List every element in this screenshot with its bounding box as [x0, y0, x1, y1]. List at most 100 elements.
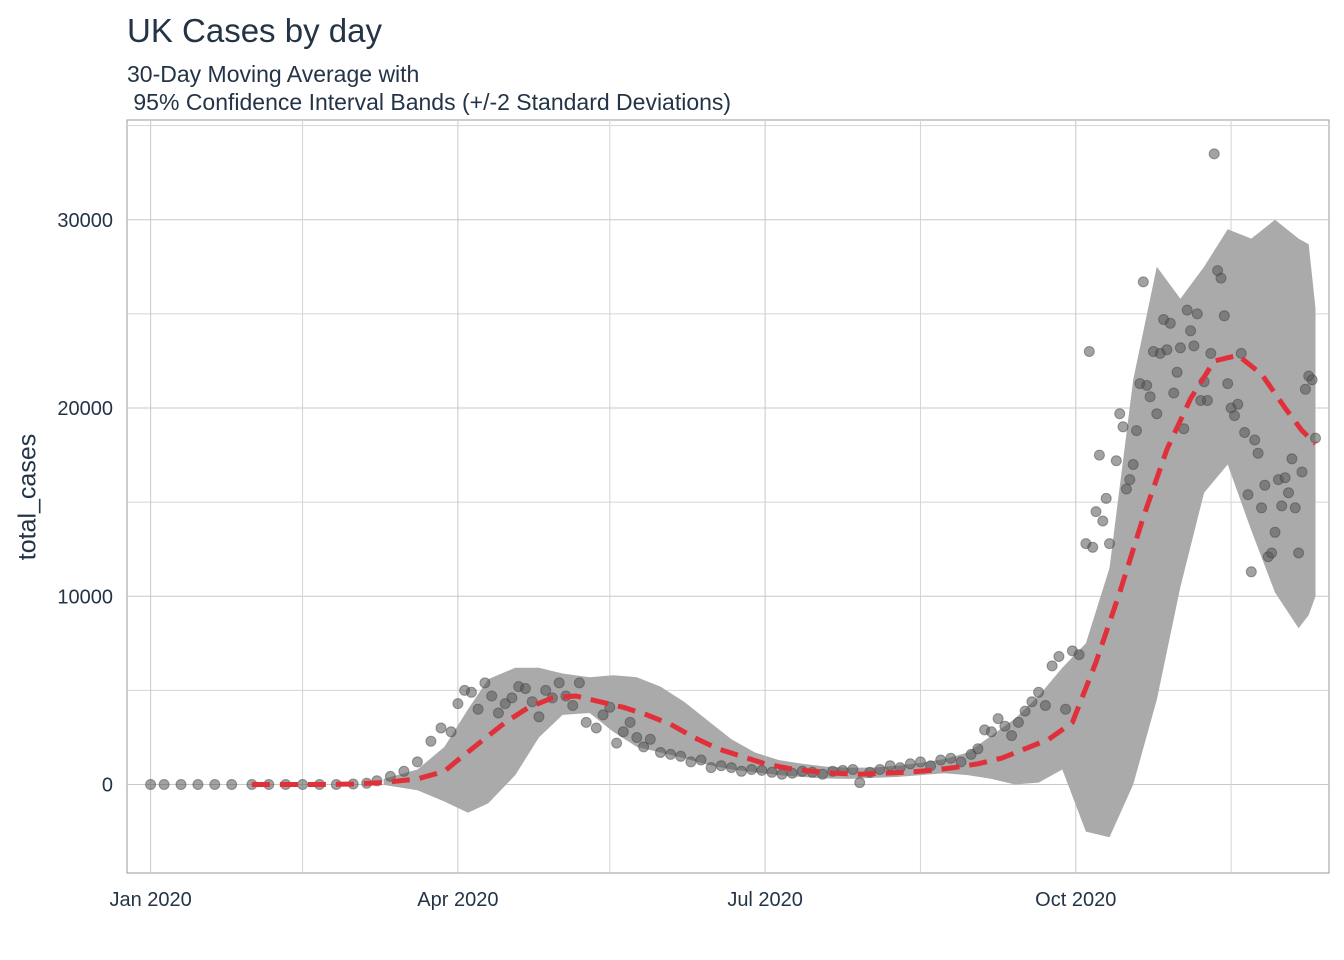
- data-point: [384, 770, 396, 782]
- data-point: [1208, 148, 1220, 160]
- data-point: [175, 779, 187, 790]
- data-point: [486, 690, 498, 702]
- data-point: [1161, 344, 1173, 356]
- confidence-band-layer: [383, 219, 1316, 838]
- confidence-band: [383, 219, 1316, 838]
- data-point: [904, 758, 916, 770]
- x-tick-label: Jul 2020: [727, 889, 803, 911]
- data-point: [492, 707, 504, 719]
- data-point: [1168, 387, 1180, 399]
- data-point: [209, 779, 221, 790]
- data-point: [411, 756, 423, 768]
- data-point: [1090, 506, 1102, 518]
- data-point: [746, 764, 758, 775]
- data-point: [766, 766, 778, 778]
- data-point: [1289, 502, 1301, 514]
- data-point: [1097, 515, 1109, 527]
- data-point: [1093, 449, 1105, 461]
- data-point: [158, 779, 170, 790]
- data-point: [1215, 272, 1227, 284]
- x-tick-label: Oct 2020: [1035, 889, 1116, 911]
- data-point: [1104, 538, 1115, 550]
- data-point: [675, 750, 687, 762]
- data-point: [624, 716, 636, 728]
- data-point: [1218, 310, 1230, 322]
- data-point: [192, 779, 204, 790]
- data-point: [1293, 547, 1305, 559]
- data-point: [506, 692, 518, 704]
- data-point: [1174, 342, 1186, 354]
- data-point: [1171, 366, 1183, 378]
- data-point: [695, 754, 707, 766]
- x-tick-label: Apr 2020: [417, 889, 498, 911]
- data-point: [435, 722, 447, 734]
- data-point: [655, 747, 666, 758]
- data-point: [519, 683, 531, 694]
- data-point: [985, 726, 997, 738]
- data-point: [1245, 566, 1257, 578]
- data-point: [1060, 703, 1072, 715]
- data-point: [1229, 410, 1240, 422]
- data-point: [884, 760, 896, 772]
- data-point: [1239, 427, 1251, 438]
- data-point: [425, 735, 437, 747]
- data-point: [1083, 346, 1095, 357]
- data-point: [756, 764, 768, 776]
- data-point: [992, 713, 1004, 725]
- data-point: [145, 779, 157, 790]
- data-point: [1141, 379, 1153, 391]
- data-point: [705, 762, 717, 774]
- data-point: [553, 677, 565, 689]
- data-point: [1117, 421, 1129, 433]
- chart-title: UK Cases by day: [127, 12, 382, 49]
- data-point: [1164, 317, 1176, 329]
- data-point: [526, 696, 538, 708]
- data-point: [685, 756, 697, 768]
- data-point: [617, 726, 629, 738]
- data-point: [1191, 308, 1203, 320]
- y-tick-label: 0: [102, 775, 113, 797]
- data-point: [736, 765, 747, 777]
- data-point: [854, 777, 866, 789]
- data-point: [1124, 474, 1136, 486]
- chart-subtitle: 30-Day Moving Average with 95% Confidenc…: [127, 61, 732, 115]
- data-point: [533, 711, 545, 723]
- data-point: [1127, 459, 1139, 470]
- data-point: [715, 760, 727, 772]
- data-point: [1252, 447, 1264, 459]
- data-point: [590, 722, 602, 734]
- data-point: [1151, 408, 1163, 420]
- data-point: [1033, 686, 1045, 698]
- data-point: [1266, 547, 1278, 559]
- data-point: [665, 748, 677, 760]
- data-point: [999, 720, 1011, 732]
- data-point: [472, 703, 484, 715]
- data-point: [1279, 472, 1291, 484]
- data-point: [972, 743, 984, 755]
- data-point: [465, 686, 477, 698]
- data-point: [540, 684, 552, 696]
- data-point: [226, 779, 238, 790]
- data-point: [1283, 487, 1294, 499]
- data-point: [1232, 398, 1244, 410]
- data-point: [1019, 705, 1031, 717]
- data-point: [1276, 500, 1288, 512]
- data-point: [847, 764, 859, 775]
- data-point: [1144, 391, 1156, 403]
- data-point: [1012, 716, 1024, 728]
- data-point: [945, 752, 957, 764]
- data-point: [398, 765, 410, 777]
- data-point: [1242, 489, 1254, 501]
- data-point: [597, 709, 609, 721]
- data-point: [638, 741, 650, 753]
- data-point: [1181, 304, 1193, 316]
- data-point: [1026, 696, 1038, 708]
- data-point: [445, 726, 457, 738]
- data-point: [1120, 483, 1132, 495]
- data-point: [1114, 408, 1126, 420]
- data-point: [1259, 479, 1271, 491]
- data-point: [1131, 425, 1142, 437]
- data-point: [573, 677, 585, 689]
- data-point: [1205, 347, 1217, 359]
